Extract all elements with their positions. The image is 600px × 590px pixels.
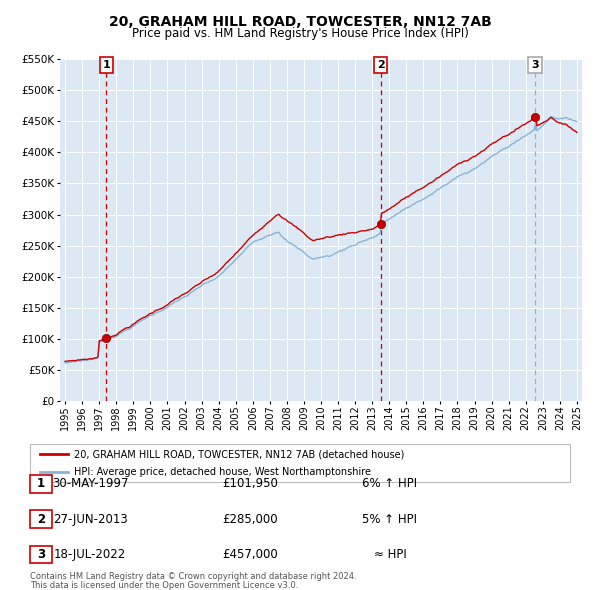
Text: HPI: Average price, detached house, West Northamptonshire: HPI: Average price, detached house, West… xyxy=(74,467,371,477)
Text: £101,950: £101,950 xyxy=(222,477,278,490)
Text: 30-MAY-1997: 30-MAY-1997 xyxy=(52,477,128,490)
Text: 2: 2 xyxy=(37,513,45,526)
Text: ≈ HPI: ≈ HPI xyxy=(374,548,406,561)
Text: 20, GRAHAM HILL ROAD, TOWCESTER, NN12 7AB: 20, GRAHAM HILL ROAD, TOWCESTER, NN12 7A… xyxy=(109,15,491,29)
Text: £457,000: £457,000 xyxy=(222,548,278,561)
Text: 2: 2 xyxy=(377,60,385,70)
Text: 5% ↑ HPI: 5% ↑ HPI xyxy=(362,513,418,526)
Text: 18-JUL-2022: 18-JUL-2022 xyxy=(54,548,126,561)
Bar xyxy=(30,510,52,528)
Text: 6% ↑ HPI: 6% ↑ HPI xyxy=(362,477,418,490)
Text: Contains HM Land Registry data © Crown copyright and database right 2024.: Contains HM Land Registry data © Crown c… xyxy=(30,572,356,581)
Text: 1: 1 xyxy=(103,60,110,70)
Text: 1: 1 xyxy=(37,477,45,490)
Bar xyxy=(30,546,52,563)
Text: £285,000: £285,000 xyxy=(222,513,278,526)
Text: 20, GRAHAM HILL ROAD, TOWCESTER, NN12 7AB (detached house): 20, GRAHAM HILL ROAD, TOWCESTER, NN12 7A… xyxy=(74,450,404,459)
Text: 27-JUN-2013: 27-JUN-2013 xyxy=(53,513,127,526)
Text: 3: 3 xyxy=(37,548,45,561)
Bar xyxy=(30,444,570,482)
Text: 3: 3 xyxy=(531,60,539,70)
Text: This data is licensed under the Open Government Licence v3.0.: This data is licensed under the Open Gov… xyxy=(30,581,298,589)
Bar xyxy=(30,475,52,493)
Text: Price paid vs. HM Land Registry's House Price Index (HPI): Price paid vs. HM Land Registry's House … xyxy=(131,27,469,40)
